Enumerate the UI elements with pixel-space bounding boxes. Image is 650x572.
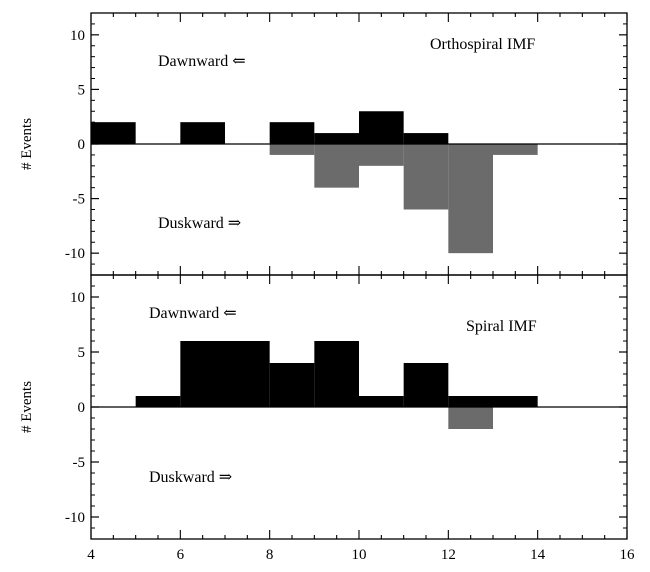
duskward-bar-4 (448, 144, 493, 253)
y-tick-label: -5 (73, 192, 86, 208)
dawnward-bar-4 (314, 341, 359, 407)
y-tick-label: -10 (65, 510, 85, 526)
dawnward-bar-5 (404, 133, 449, 144)
x-tick-label: 8 (266, 547, 274, 563)
dawnward-bar-2 (225, 341, 270, 407)
dawnward-bar-8 (493, 396, 538, 407)
duskward-bar-1 (314, 144, 359, 188)
panel-orthospiral: 10 5 0 -5 -10 # Events Orthospiral IMF Dawnward… (19, 13, 627, 275)
duskward-bar-5 (493, 144, 538, 155)
x-tick-label: 14 (530, 547, 546, 563)
duskward-bar-0 (448, 407, 493, 429)
x-tick-label: 6 (177, 547, 185, 563)
duskward-label: Duskward ⇒ (158, 215, 241, 232)
dawnward-bar-0 (91, 122, 136, 144)
duskward-bar-0 (270, 144, 315, 155)
panel-title: Orthospiral IMF (430, 36, 535, 53)
dawnward-bar-3 (270, 363, 315, 407)
panel-title: Spiral IMF (466, 318, 537, 335)
dawnward-bar-4 (359, 111, 404, 144)
dawnward-bar-2 (270, 122, 315, 144)
y-tick-label: -10 (65, 246, 85, 262)
x-tick-label: 10 (352, 547, 367, 563)
x-tick-label: 4 (87, 547, 95, 563)
y-tick-label: 5 (78, 82, 86, 98)
dawnward-bar-1 (180, 122, 225, 144)
y-axis-title: # Events (19, 118, 35, 170)
y-tick-label: 10 (70, 290, 85, 306)
x-tick-label: 16 (620, 547, 636, 563)
x-tick-label: 12 (441, 547, 456, 563)
y-tick-label: 5 (78, 345, 86, 361)
panel-spiral: 10 5 0 -5 -10 4 6 8 10 12 14 16 # Events Spiral IMF Da… (19, 275, 635, 563)
dawnward-bar-7 (448, 396, 493, 407)
dawnward-bar-1 (180, 341, 225, 407)
dawnward-bar-0 (136, 396, 181, 407)
y-tick-label: 10 (70, 28, 85, 44)
duskward-label: Duskward ⇒ (149, 469, 232, 486)
dawnward-bar-5 (359, 396, 404, 407)
y-tick-label: 0 (78, 400, 86, 416)
y-tick-label: -5 (73, 455, 86, 471)
dawnward-label: Dawnward ⇐ (158, 53, 246, 70)
y-axis-title: # Events (19, 381, 35, 433)
duskward-bar-3 (404, 144, 449, 210)
dawnward-bar-6 (404, 363, 449, 407)
y-tick-label: 0 (78, 137, 86, 153)
dawnward-label: Dawnward ⇐ (149, 305, 237, 322)
dawnward-bar-3 (314, 133, 359, 144)
duskward-bar-2 (359, 144, 404, 166)
